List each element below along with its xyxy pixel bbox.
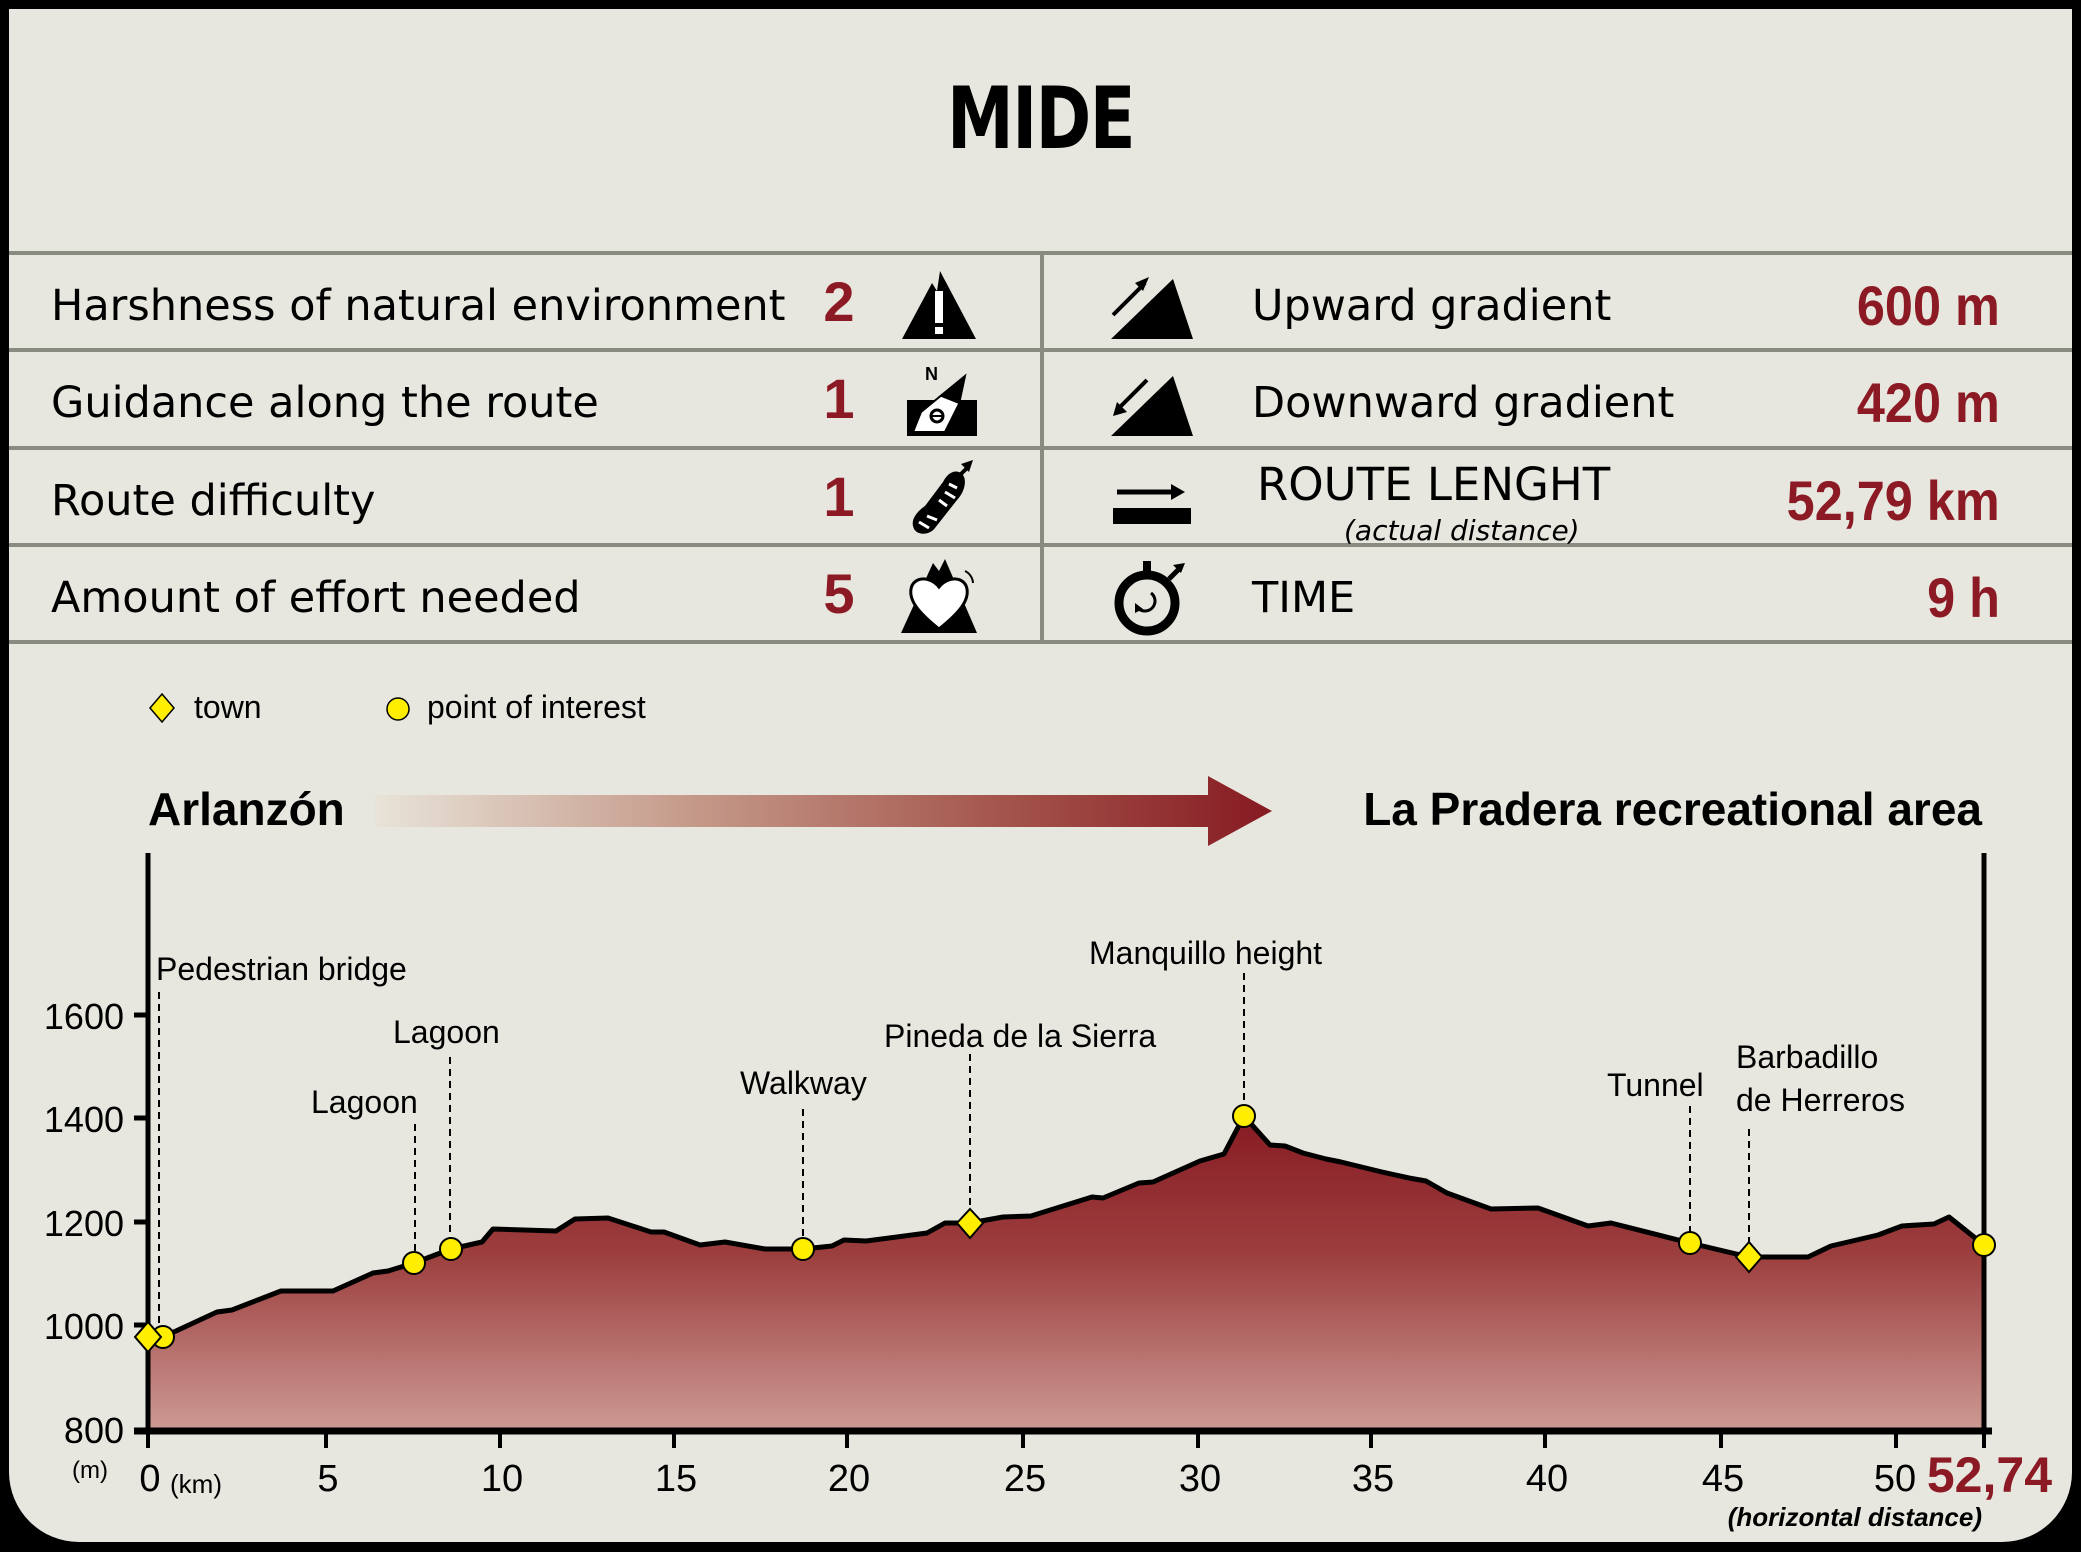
harshness-label: Harshness of natural environment — [51, 281, 786, 331]
x-unit-label: (km) — [170, 1469, 222, 1499]
svg-text:20: 20 — [828, 1458, 870, 1500]
time-value: 9 h — [1927, 566, 2000, 629]
column-divider — [1040, 253, 1044, 644]
poi-manquillo-icon — [1232, 1104, 1256, 1128]
svg-text:50: 50 — [1874, 1458, 1916, 1500]
downward-gradient-icon — [1111, 376, 1193, 436]
compass-orientation-icon: N — [907, 364, 977, 436]
mide-card: MIDE Harshness of natural environment 2 … — [9, 9, 2072, 1542]
heart-mountain-icon — [901, 559, 977, 633]
mide-row-effort: Amount of effort needed 5 TIME 9 h — [9, 547, 2072, 640]
svg-text:1200: 1200 — [44, 1203, 124, 1244]
difficulty-value: 1 — [823, 465, 855, 528]
direction-arrow-icon — [375, 776, 1272, 846]
svg-text:30: 30 — [1179, 1458, 1221, 1500]
mide-row-difficulty: Route difficulty 1 ROUTE LENGHT (actual … — [9, 450, 2072, 547]
label-tunnel: Tunnel — [1607, 1067, 1704, 1103]
legend: town point of interest — [149, 689, 646, 725]
label-manquillo: Manquillo height — [1089, 935, 1322, 971]
poi-la-pradera-icon — [1972, 1233, 1996, 1257]
elevation-profile-chart: town point of interest Arlanzón La Prade… — [44, 689, 2052, 1532]
poi-tunnel-icon — [1678, 1231, 1702, 1255]
label-barbadillo-line2: de Herreros — [1736, 1082, 1905, 1118]
route-length-sublabel: (actual distance) — [1344, 514, 1580, 547]
route-length-value: 52,79 km — [1787, 469, 2000, 532]
route-start: Arlanzón — [148, 783, 345, 835]
guidance-label: Guidance along the route — [51, 378, 599, 428]
svg-text:40: 40 — [1526, 1458, 1568, 1500]
label-lagoon-2: Lagoon — [393, 1014, 500, 1050]
total-distance-value: 52,74 — [1927, 1447, 2052, 1503]
x-tick-labels: 0 5 10 15 20 25 30 35 40 45 50 — [139, 1458, 1916, 1500]
time-label: TIME — [1252, 573, 1356, 623]
horizontal-distance-note: (horizontal distance) — [1728, 1502, 1982, 1532]
svg-text:0: 0 — [139, 1458, 160, 1500]
svg-text:10: 10 — [481, 1458, 523, 1500]
mide-row-guidance: Guidance along the route 1 N Downward gr… — [9, 352, 2072, 445]
svg-text:1600: 1600 — [44, 996, 124, 1037]
poi-circle-icon — [386, 697, 410, 721]
upward-gradient-label: Upward gradient — [1252, 281, 1612, 331]
harshness-mountain-warning-icon — [902, 271, 976, 339]
elevation-area — [148, 1116, 1984, 1431]
town-arlanzon-icon — [133, 1320, 163, 1354]
effort-value: 5 — [823, 562, 855, 625]
page-title: MIDE — [947, 69, 1136, 169]
legend-town: town — [194, 689, 262, 725]
downward-gradient-label: Downward gradient — [1252, 378, 1675, 428]
town-barbadillo-icon — [1734, 1240, 1764, 1274]
marker-labels: Pedestrian bridge Lagoon Lagoon Walkway … — [156, 935, 1905, 1120]
label-lagoon-1: Lagoon — [311, 1084, 418, 1120]
poi-lagoon-1-icon — [402, 1251, 426, 1275]
svg-text:45: 45 — [1702, 1458, 1744, 1500]
svg-text:15: 15 — [655, 1458, 697, 1500]
effort-label: Amount of effort needed — [51, 573, 581, 623]
label-walkway: Walkway — [740, 1065, 867, 1101]
svg-text:35: 35 — [1352, 1458, 1394, 1500]
difficulty-label: Route difficulty — [51, 476, 376, 526]
svg-text:N: N — [925, 364, 938, 384]
upward-gradient-icon — [1111, 277, 1193, 339]
label-barbadillo-line1: Barbadillo — [1736, 1039, 1878, 1075]
harshness-value: 2 — [823, 270, 855, 333]
guidance-value: 1 — [823, 367, 855, 430]
svg-text:1400: 1400 — [44, 1099, 124, 1140]
svg-text:1000: 1000 — [44, 1306, 124, 1347]
legend-poi: point of interest — [427, 689, 646, 725]
leader-lines — [158, 973, 1750, 1330]
route-end: La Pradera recreational area — [1363, 783, 1982, 835]
route-length-label: ROUTE LENGHT — [1257, 458, 1611, 511]
poi-lagoon-2-icon — [439, 1237, 463, 1261]
mide-row-harshness: Harshness of natural environment 2 Upwar… — [9, 255, 2072, 348]
footprint-icon — [912, 460, 973, 534]
stopwatch-icon — [1114, 561, 1185, 636]
route-length-icon — [1113, 484, 1191, 524]
x-ticks — [146, 1431, 1986, 1448]
upward-gradient-value: 600 m — [1857, 274, 2000, 337]
town-diamond-icon — [149, 692, 175, 724]
svg-text:25: 25 — [1004, 1458, 1046, 1500]
y-unit-label: (m) — [72, 1457, 108, 1484]
label-pineda: Pineda de la Sierra — [884, 1018, 1156, 1054]
y-tick-labels: 1600 1400 1200 1000 800 — [44, 996, 124, 1451]
markers — [133, 1104, 1996, 1354]
town-pineda-icon — [955, 1207, 985, 1240]
svg-text:800: 800 — [64, 1410, 124, 1451]
downward-gradient-value: 420 m — [1857, 371, 2000, 434]
elevation-line — [148, 1113, 1986, 1340]
svg-text:5: 5 — [317, 1458, 338, 1500]
label-pedestrian-bridge: Pedestrian bridge — [156, 951, 407, 987]
poi-walkway-icon — [791, 1237, 815, 1261]
